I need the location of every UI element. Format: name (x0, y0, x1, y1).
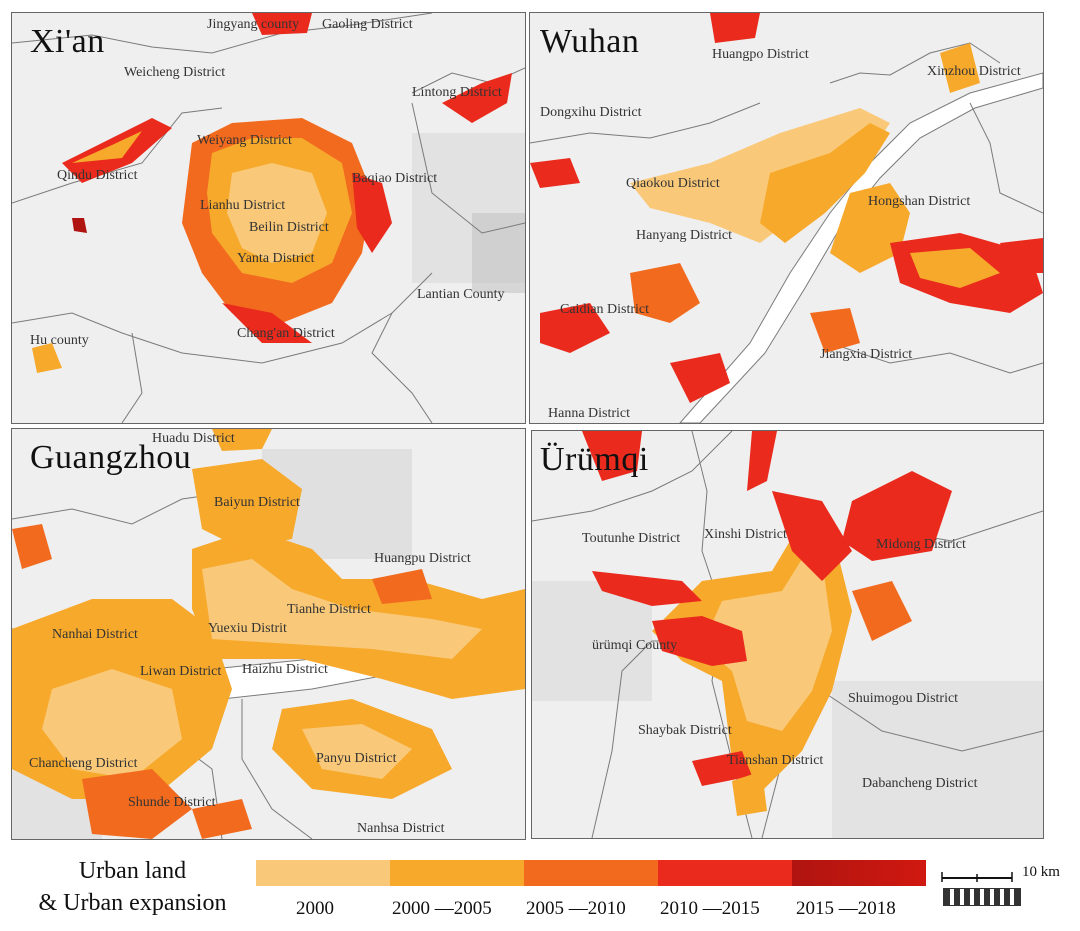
district-label: Baiyun District (214, 495, 300, 510)
district-label: Lantian County (417, 287, 505, 302)
panel-title: Guangzhou (30, 439, 192, 476)
district-label: Tianshan District (727, 753, 824, 768)
wuhan-map-canvas (530, 13, 1043, 423)
district-label: Midong District (876, 537, 966, 552)
legend-swatch-2010-2015 (658, 860, 792, 886)
district-label: Weiyang District (197, 133, 292, 148)
map-panel-guangzhou: Guangzhou Huadu District Baiyun District… (11, 428, 526, 840)
district-label: Xinshi District (704, 527, 787, 542)
legend-swatch-2000 (256, 860, 390, 886)
district-label: Panyu District (316, 751, 397, 766)
guangzhou-map-canvas (12, 429, 525, 839)
district-label: Hongshan District (868, 194, 971, 209)
district-label: Hanyang District (636, 228, 733, 243)
district-label: Yanta District (237, 251, 315, 266)
district-label: Yuexiu Distrit (208, 621, 287, 636)
district-label: Huadu District (152, 431, 235, 446)
district-label: Toutunhe District (582, 531, 681, 546)
district-label: Xinzhou District (927, 64, 1021, 79)
map-panel-xian: Xi'an Jingyang county Gaoling District L… (11, 12, 526, 424)
district-label: Nanhsa District (357, 821, 445, 836)
district-label: Weicheng District (124, 65, 226, 80)
district-label: Shuimogou District (848, 691, 959, 706)
legend-label-2015-2018: 2015 —2018 (796, 898, 896, 919)
panel-title: Ürümqi (540, 441, 649, 478)
legend-label-2000-2005: 2000 —2005 (392, 898, 492, 919)
north-arrow-icon (943, 888, 1021, 906)
urumqi-map-canvas (532, 431, 1043, 838)
district-label: Lintong District (412, 85, 502, 100)
district-label: Huangpu District (374, 551, 471, 566)
district-label: Hu county (30, 333, 89, 348)
map-panel-wuhan: Wuhan Huangpo District Xinzhou District … (529, 12, 1044, 424)
district-label: Chancheng District (29, 756, 138, 771)
district-label: Shaybak District (638, 723, 732, 738)
panel-title: Wuhan (540, 23, 640, 60)
legend-label-2005-2010: 2005 —2010 (526, 898, 626, 919)
district-label: Beilin District (249, 220, 329, 235)
district-label: Shunde District (128, 795, 216, 810)
district-label: Baqiao District (352, 171, 438, 186)
legend-swatch-2000-2005 (390, 860, 524, 886)
district-label: Liwan District (140, 664, 222, 679)
district-label: Tianhe District (287, 602, 371, 617)
legend-swatch-2015-2018 (792, 860, 926, 886)
district-label: ürümqi County (592, 638, 678, 653)
district-label: Huangpo District (712, 47, 809, 62)
map-panel-urumqi: Ürümqi Toutunhe District Xinshi District… (531, 430, 1044, 839)
scale-bar (940, 866, 1020, 888)
district-label: Dabancheng District (862, 776, 978, 791)
district-label: Jingyang county (207, 17, 300, 32)
district-label: Chang'an District (237, 326, 335, 341)
legend-title-line2: & Urban expansion (38, 890, 227, 916)
district-label: Caidian District (560, 302, 650, 317)
district-label: Haizhu District (242, 662, 328, 677)
district-label: Dongxihu District (540, 105, 642, 120)
xian-map-canvas (12, 13, 525, 423)
legend-title: Urban land & Urban expansion (0, 855, 265, 919)
legend-swatch-2005-2010 (524, 860, 658, 886)
district-label: Qindu District (57, 168, 138, 183)
district-label: Qiaokou District (626, 176, 720, 191)
district-label: Jiangxia District (820, 347, 913, 362)
scale-label: 10 km (1022, 864, 1060, 880)
legend-label-2000: 2000 (296, 898, 334, 919)
panel-title: Xi'an (30, 23, 105, 60)
district-label: Nanhai District (52, 627, 138, 642)
district-label: Hanna District (548, 406, 631, 421)
legend-title-line1: Urban land (78, 858, 187, 884)
scale-bar-graphic (941, 872, 1013, 882)
legend-label-2010-2015: 2010 —2015 (660, 898, 760, 919)
district-label: Lianhu District (200, 198, 286, 213)
district-label: Gaoling District (322, 17, 413, 32)
